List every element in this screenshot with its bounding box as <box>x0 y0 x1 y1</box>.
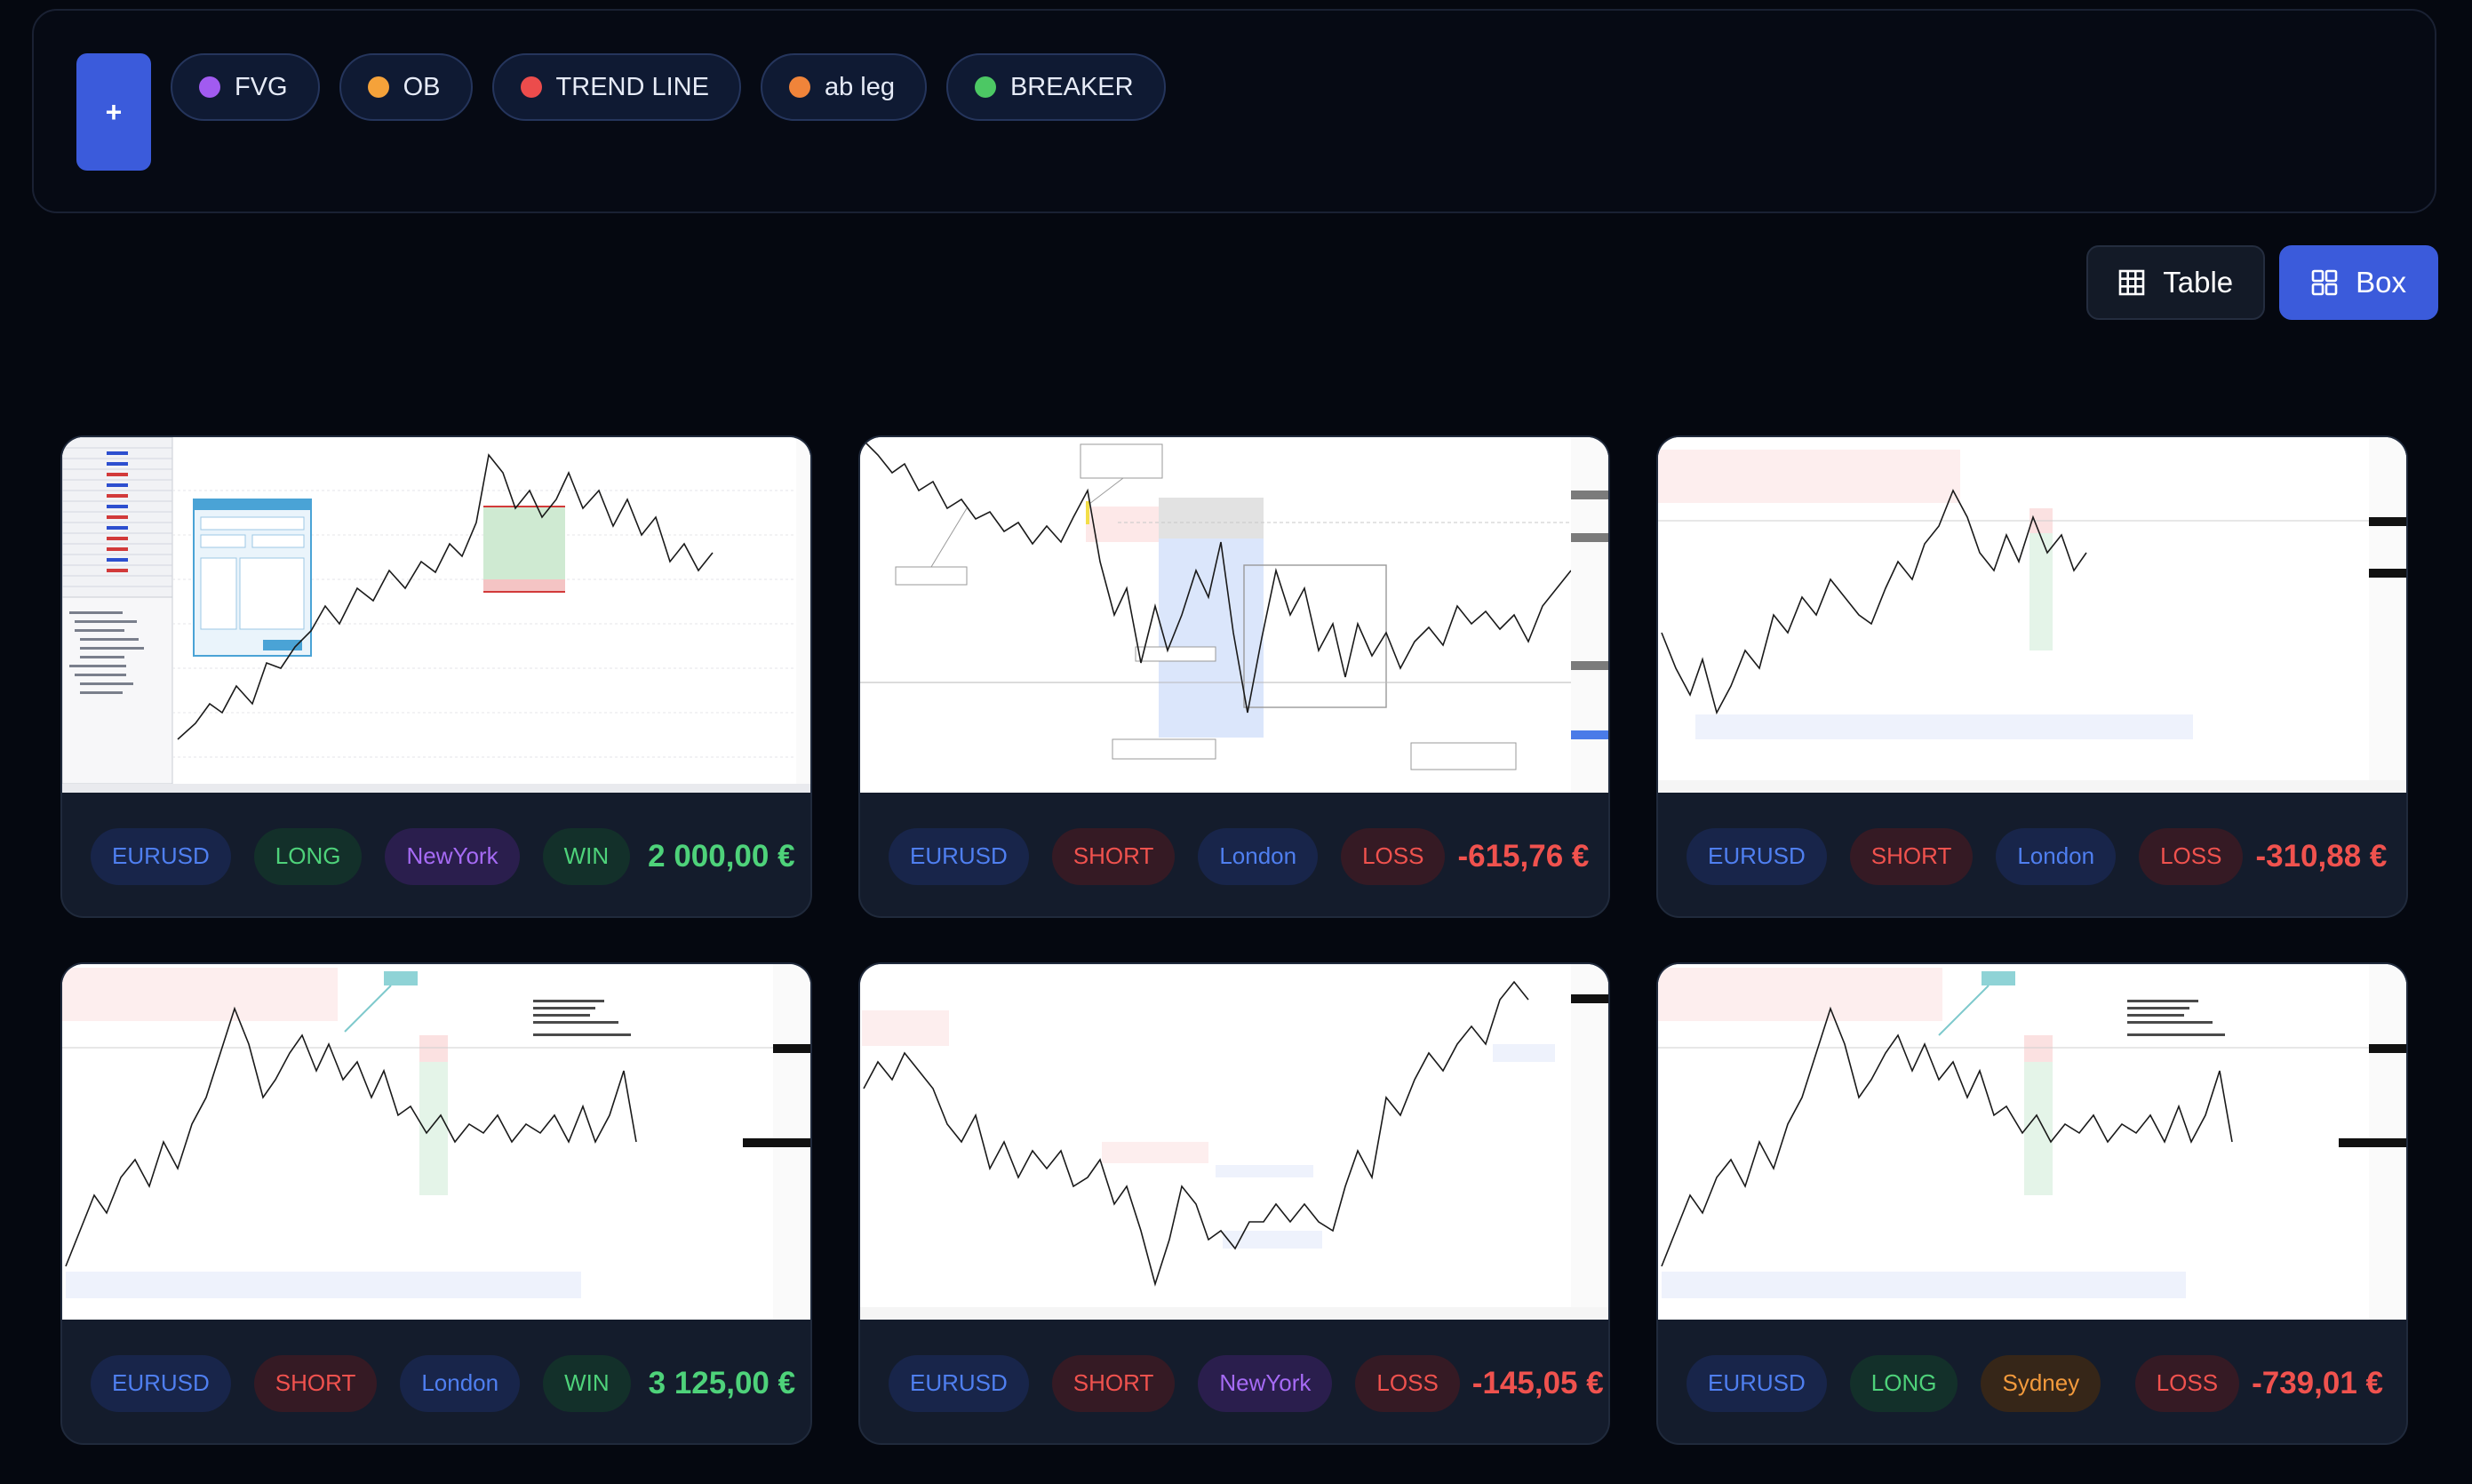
tag-label: ab leg <box>824 72 895 101</box>
pnl-amount: -615,76 € <box>1457 838 1590 874</box>
direction-badge: LONG <box>253 827 363 885</box>
trade-screenshot[interactable] <box>62 964 810 1320</box>
trade-card[interactable]: EURUSD LONG NewYork WIN 2 000,00 € <box>60 435 812 918</box>
box-view-label: Box <box>2356 266 2406 299</box>
pnl-amount: -739,01 € <box>2252 1365 2383 1400</box>
trade-screenshot[interactable] <box>1658 437 2406 793</box>
tag-color-dot <box>367 76 389 98</box>
tag-chip-fvg[interactable]: FVG <box>171 53 320 121</box>
tag-label: FVG <box>235 72 288 101</box>
price-line <box>1661 489 2087 715</box>
symbol-badge: EURUSD <box>91 827 231 885</box>
tag-color-dot <box>520 76 542 98</box>
session-badge: Sydney <box>1981 1354 2101 1412</box>
direction-badge: LONG <box>1849 1354 1958 1412</box>
result-badge: LOSS <box>1341 827 1446 885</box>
result-badge: WIN <box>542 827 631 885</box>
symbol-badge: EURUSD <box>1687 827 1827 885</box>
trade-screenshot[interactable] <box>860 437 1608 793</box>
tag-chip-list: FVG OB TREND LINE ab leg BREAKER <box>171 53 1166 121</box>
tag-chip-ab-leg[interactable]: ab leg <box>760 53 927 121</box>
tag-filter-bar: + FVG OB TREND LINE ab leg BREAKER <box>32 9 2436 213</box>
tag-label: BREAKER <box>1009 72 1134 101</box>
price-line <box>863 440 1572 714</box>
tag-color-dot <box>974 76 996 98</box>
price-line <box>65 1006 637 1267</box>
pnl-amount: -145,05 € <box>1471 1365 1604 1400</box>
table-view-button[interactable]: Table <box>2086 245 2266 320</box>
add-tag-button[interactable]: + <box>76 53 151 171</box>
trade-screenshot[interactable] <box>62 437 810 793</box>
trade-card-meta: EURUSD SHORT London LOSS -615,76 € <box>860 793 1608 916</box>
session-badge: NewYork <box>385 827 520 885</box>
price-line <box>1661 1006 2233 1267</box>
trade-card-meta: EURUSD SHORT NewYork LOSS -145,05 € <box>860 1320 1608 1443</box>
view-toggle: Table Box <box>2086 245 2438 320</box>
trade-card-meta: EURUSD LONG NewYork WIN 2 000,00 € <box>62 793 810 916</box>
price-line <box>177 453 714 740</box>
tag-label: OB <box>403 72 441 101</box>
table-view-label: Table <box>2163 266 2234 299</box>
symbol-badge: EURUSD <box>1687 1354 1827 1412</box>
trade-card[interactable]: EURUSD SHORT London WIN 3 125,00 € <box>60 962 812 1445</box>
session-badge: NewYork <box>1198 1354 1333 1412</box>
trade-card-meta: EURUSD SHORT London WIN 3 125,00 € <box>62 1320 810 1443</box>
tag-chip-ob[interactable]: OB <box>339 53 473 121</box>
price-line <box>863 980 1529 1287</box>
trade-screenshot[interactable] <box>1658 964 2406 1320</box>
box-grid-icon <box>2311 269 2338 296</box>
table-grid-icon <box>2118 269 2145 296</box>
direction-badge: SHORT <box>253 1354 378 1412</box>
tag-color-dot <box>788 76 810 98</box>
trade-card-meta: EURUSD SHORT London LOSS -310,88 € <box>1658 793 2406 916</box>
direction-badge: SHORT <box>1051 1354 1176 1412</box>
symbol-badge: EURUSD <box>889 827 1029 885</box>
session-badge: London <box>1996 827 2117 885</box>
trade-card[interactable]: EURUSD LONG Sydney LOSS -739,01 € <box>1656 962 2408 1445</box>
result-badge: WIN <box>543 1354 631 1412</box>
trade-card[interactable]: EURUSD SHORT London LOSS -310,88 € <box>1656 435 2408 918</box>
tag-chip-trend-line[interactable]: TREND LINE <box>491 53 741 121</box>
trade-screenshot[interactable] <box>860 964 1608 1320</box>
direction-badge: SHORT <box>1051 827 1176 885</box>
result-badge: LOSS <box>2134 1354 2240 1412</box>
result-badge: LOSS <box>2139 827 2244 885</box>
tag-color-dot <box>199 76 220 98</box>
session-badge: London <box>1198 827 1319 885</box>
session-badge: London <box>400 1354 521 1412</box>
pnl-amount: -310,88 € <box>2255 838 2388 874</box>
symbol-badge: EURUSD <box>889 1354 1029 1412</box>
trade-card[interactable]: EURUSD SHORT NewYork LOSS -145,05 € <box>858 962 1610 1445</box>
tag-chip-breaker[interactable]: BREAKER <box>945 53 1166 121</box>
result-badge: LOSS <box>1355 1354 1460 1412</box>
direction-badge: SHORT <box>1849 827 1974 885</box>
tag-label: TREND LINE <box>555 72 709 101</box>
trade-card[interactable]: EURUSD SHORT London LOSS -615,76 € <box>858 435 1610 918</box>
pnl-amount: 3 125,00 € <box>648 1365 796 1400</box>
pnl-amount: 2 000,00 € <box>648 838 795 874</box>
symbol-badge: EURUSD <box>91 1354 231 1412</box>
trade-card-meta: EURUSD LONG Sydney LOSS -739,01 € <box>1658 1320 2406 1443</box>
box-view-button[interactable]: Box <box>2279 245 2438 320</box>
